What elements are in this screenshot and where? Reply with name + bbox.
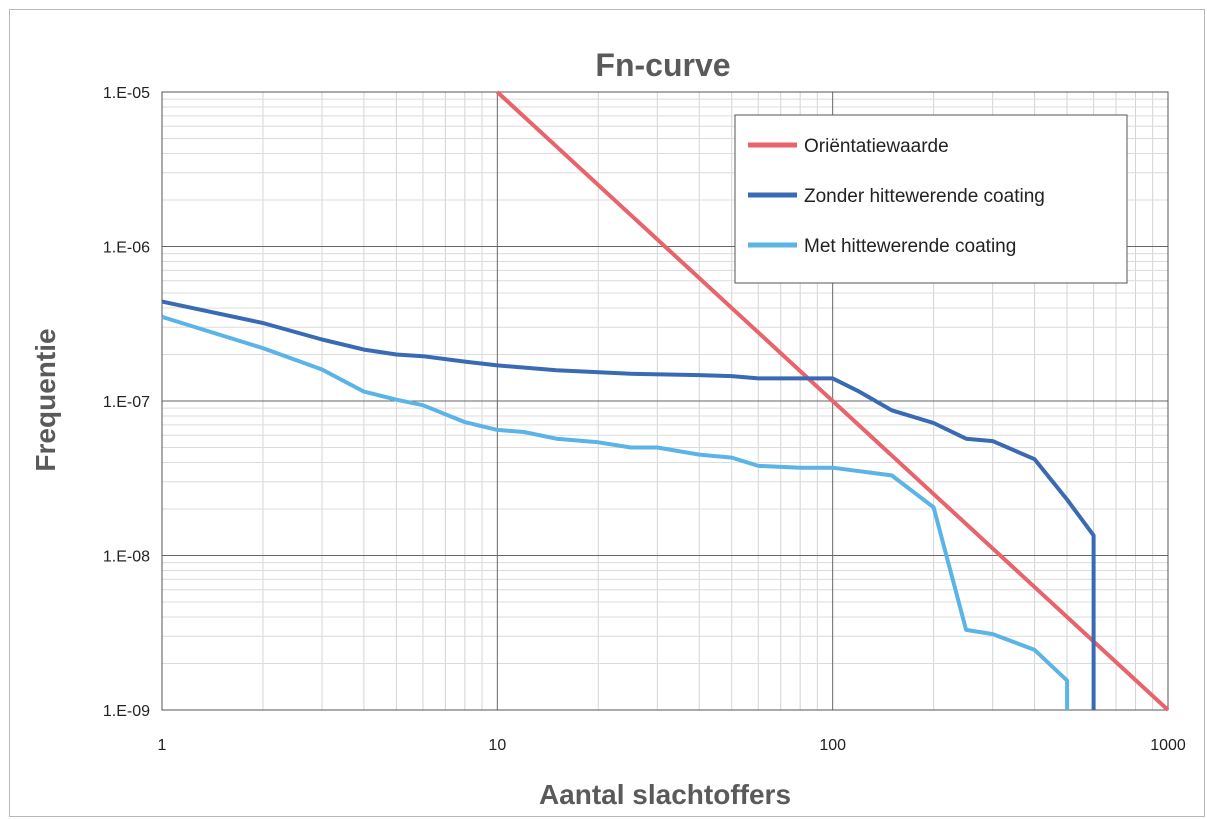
x-tick-label: 10 bbox=[488, 737, 506, 754]
series-line-3 bbox=[161, 314, 1070, 710]
y-tick-label: 1.E-07 bbox=[103, 394, 150, 411]
legend-label-1: Oriëntatiewaarde bbox=[804, 136, 949, 157]
x-tick-label: 100 bbox=[819, 737, 846, 754]
y-tick-labels: 1.E-09 1.E-08 1.E-07 1.E-06 1.E-05 bbox=[103, 85, 150, 720]
legend: Oriëntatiewaarde Zonder hittewerende coat… bbox=[734, 114, 1128, 284]
x-tick-labels: 1 10 100 1000 bbox=[158, 737, 1186, 754]
plot-area bbox=[161, 91, 1169, 711]
series-layer bbox=[161, 90, 1170, 712]
y-tick-label: 1.E-08 bbox=[103, 549, 150, 566]
series-line-1 bbox=[495, 90, 1170, 712]
y-tick-label: 1.E-05 bbox=[103, 85, 150, 102]
chart-title: Fn-curve bbox=[595, 47, 730, 83]
x-tick-label: 1 bbox=[158, 737, 167, 754]
legend-box bbox=[734, 114, 1128, 284]
x-axis-title: Aantal slachtoffers bbox=[539, 779, 791, 810]
chart-frame bbox=[9, 9, 1205, 817]
series-line-2 bbox=[161, 299, 1096, 710]
y-tick-label: 1.E-06 bbox=[103, 240, 150, 257]
y-axis-title: Frequentie bbox=[30, 328, 61, 471]
y-tick-label: 1.E-09 bbox=[103, 703, 150, 720]
legend-label-3: Met hittewerende coating bbox=[804, 236, 1016, 257]
legend-label-2: Zonder hittewerende coating bbox=[804, 186, 1045, 207]
x-tick-label: 1000 bbox=[1150, 737, 1186, 754]
